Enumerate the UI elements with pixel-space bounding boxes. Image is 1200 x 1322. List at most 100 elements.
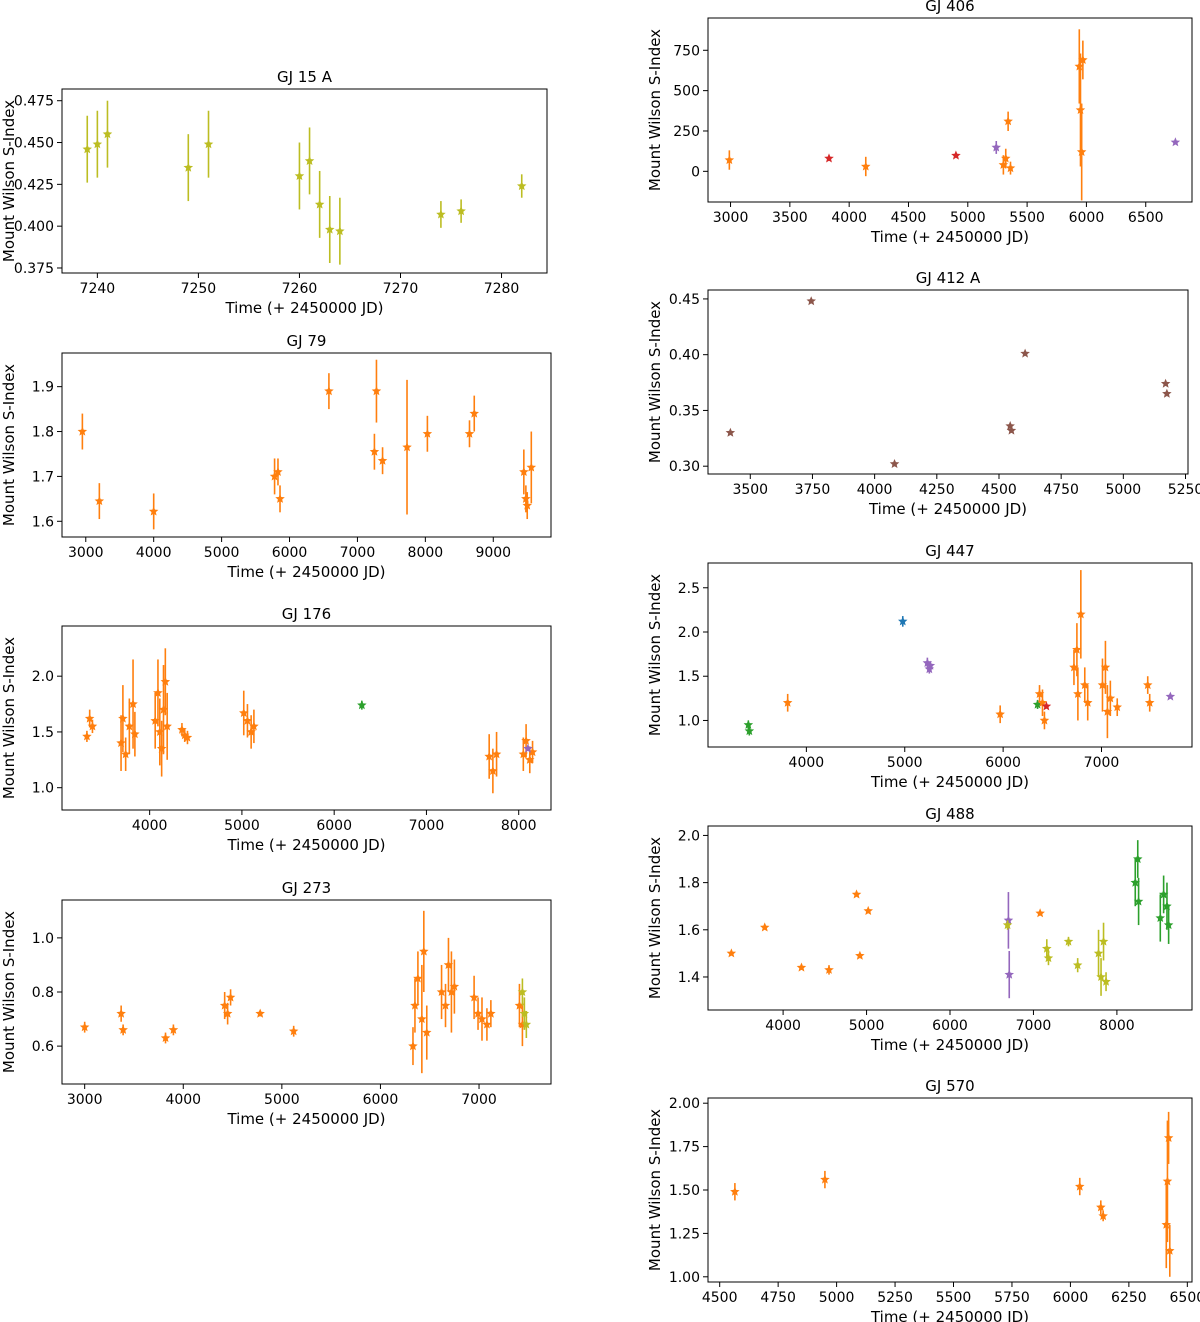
data-point-star bbox=[87, 721, 98, 731]
data-point-star bbox=[863, 905, 873, 915]
x-tick-label: 7280 bbox=[484, 281, 520, 297]
x-tick-label: 5000 bbox=[819, 1290, 855, 1306]
data-point-star bbox=[1006, 425, 1017, 435]
data-point-star bbox=[325, 224, 335, 234]
data-point-star bbox=[1076, 147, 1087, 156]
data-point-star bbox=[1162, 388, 1172, 398]
data-point-star bbox=[1096, 972, 1106, 981]
data-point-star bbox=[160, 1033, 171, 1042]
data-point-star bbox=[488, 766, 498, 775]
data-point-star bbox=[469, 992, 479, 1002]
x-axis-label: Time (+ 2450000 JD) bbox=[870, 1308, 1029, 1322]
data-point-star bbox=[1162, 1176, 1173, 1186]
data-layer bbox=[725, 296, 1172, 468]
y-axis-label: Mount Wilson S-Index bbox=[0, 364, 18, 526]
data-point-star bbox=[436, 209, 446, 219]
data-point-star bbox=[239, 708, 249, 717]
data-point-star bbox=[521, 735, 531, 745]
y-tick-label: 1.25 bbox=[669, 1226, 700, 1242]
data-point-star bbox=[477, 1014, 487, 1024]
data-point-star bbox=[1163, 920, 1174, 930]
plot-frame bbox=[61, 625, 552, 811]
x-tick-label: 3750 bbox=[795, 482, 831, 498]
data-point-star bbox=[1003, 915, 1014, 925]
x-tick-label: 4000 bbox=[857, 482, 893, 498]
y-tick-label: 2.0 bbox=[678, 625, 700, 641]
data-point-star bbox=[1100, 662, 1111, 672]
plot-frame bbox=[707, 17, 1193, 203]
data-point-star bbox=[1035, 908, 1045, 918]
data-point-star bbox=[1001, 153, 1011, 163]
x-tick-label: 6500 bbox=[1170, 1290, 1200, 1306]
data-point-star bbox=[77, 426, 88, 436]
data-point-star bbox=[519, 466, 529, 476]
data-point-star bbox=[128, 699, 138, 709]
y-tick-label: 0.425 bbox=[14, 177, 54, 193]
y-tick-label: 1.0 bbox=[32, 931, 54, 947]
data-point-star bbox=[203, 139, 214, 149]
data-point-star bbox=[995, 709, 1005, 719]
data-point-star bbox=[486, 1008, 496, 1018]
data-point-star bbox=[898, 616, 908, 626]
x-tick-label: 4500 bbox=[702, 1290, 738, 1306]
data-point-star bbox=[1098, 936, 1109, 946]
data-point-star bbox=[855, 950, 865, 960]
plot-frame bbox=[61, 899, 552, 1085]
x-tick-label: 5000 bbox=[224, 818, 260, 834]
data-point-star bbox=[422, 1027, 432, 1037]
y-axis-label: Mount Wilson S-Index bbox=[646, 1109, 664, 1271]
data-point-star bbox=[521, 1019, 532, 1029]
y-tick-label: 0.450 bbox=[14, 136, 54, 152]
data-point-star bbox=[1102, 706, 1113, 716]
y-tick-label: 1.7 bbox=[32, 469, 54, 485]
x-axis-label: Time (+ 2450000 JD) bbox=[870, 228, 1029, 246]
data-point-star bbox=[484, 751, 494, 761]
x-tick-label: 6500 bbox=[1128, 210, 1164, 226]
y-tick-label: 1.8 bbox=[32, 425, 54, 441]
data-point-star bbox=[436, 987, 447, 996]
data-point-star bbox=[116, 1008, 126, 1018]
data-point-star bbox=[118, 1024, 128, 1034]
data-point-star bbox=[182, 732, 193, 742]
y-tick-label: 2.00 bbox=[669, 1096, 700, 1112]
data-point-star bbox=[824, 153, 834, 163]
data-point-star bbox=[417, 1014, 427, 1024]
data-point-star bbox=[726, 948, 737, 958]
data-point-star bbox=[168, 1024, 179, 1034]
x-tick-label: 7270 bbox=[383, 281, 419, 297]
data-point-star bbox=[275, 493, 285, 503]
data-point-star bbox=[517, 181, 527, 191]
chart-panel: GJ 15 A 7240 7250 7260 7270 7280 0.375 0.400 0.4… bbox=[0, 68, 548, 317]
chart-title: GJ 15 A bbox=[277, 68, 333, 86]
y-tick-label: 1.6 bbox=[32, 514, 54, 530]
data-point-star bbox=[1005, 163, 1016, 173]
data-point-star bbox=[1093, 948, 1104, 958]
x-tick-label: 5000 bbox=[950, 210, 986, 226]
x-tick-label: 5750 bbox=[994, 1290, 1030, 1306]
x-tick-label: 7250 bbox=[181, 281, 217, 297]
data-point-star bbox=[1158, 889, 1169, 899]
data-point-star bbox=[1072, 644, 1082, 654]
data-point-star bbox=[517, 1019, 528, 1029]
data-point-star bbox=[1096, 1202, 1106, 1212]
data-point-star bbox=[1105, 693, 1116, 703]
data-point-star bbox=[1041, 701, 1052, 711]
y-tick-label: 2.0 bbox=[678, 828, 700, 844]
x-tick-label: 4250 bbox=[919, 482, 955, 498]
data-point-star bbox=[1165, 1245, 1175, 1255]
y-tick-label: 250 bbox=[673, 124, 700, 140]
y-tick-label: 0.475 bbox=[14, 94, 54, 110]
data-point-star bbox=[1170, 137, 1181, 147]
x-tick-label: 3000 bbox=[68, 545, 104, 561]
data-point-star bbox=[1112, 702, 1122, 712]
data-point-star bbox=[724, 155, 735, 165]
data-point-star bbox=[924, 664, 935, 674]
x-axis-label: Time (+ 2450000 JD) bbox=[868, 500, 1027, 518]
data-point-star bbox=[120, 749, 131, 759]
data-layer bbox=[82, 648, 538, 794]
y-tick-label: 1.00 bbox=[669, 1270, 700, 1286]
data-layer bbox=[77, 359, 537, 530]
chart-title: GJ 570 bbox=[925, 1077, 974, 1095]
data-point-star bbox=[160, 676, 171, 686]
data-point-star bbox=[255, 1008, 265, 1018]
